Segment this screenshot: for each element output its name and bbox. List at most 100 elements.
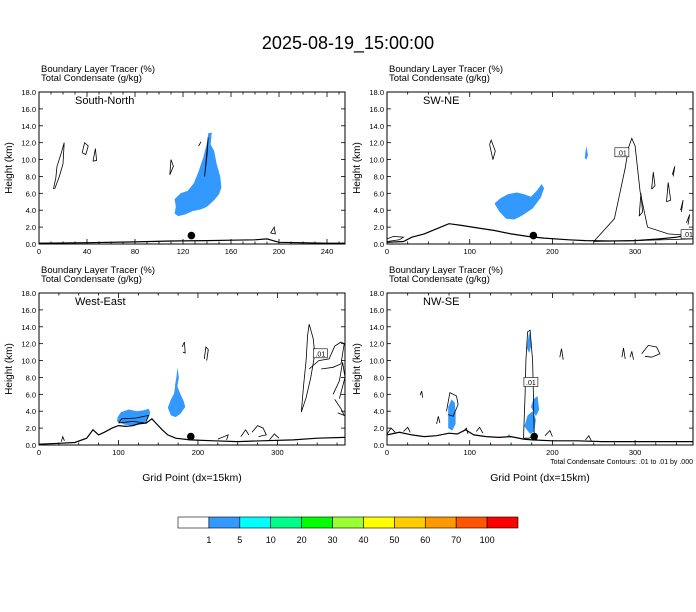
colorbar-swatch [270, 516, 302, 529]
x-tick-label: 0 [385, 247, 389, 256]
tracer-region [174, 367, 179, 387]
y-tick-label: 16.0 [369, 306, 384, 315]
condensate-contour [544, 429, 553, 437]
condensate-contour [403, 426, 411, 433]
x-tick-label: 300 [629, 247, 642, 256]
panel-nw-se: Boundary Layer Tracer (%)Total Condensat… [352, 265, 694, 484]
panel-west-east: Boundary Layer Tracer (%)Total Condensat… [4, 265, 346, 484]
location-marker [529, 231, 538, 240]
y-tick-label: 16.0 [21, 306, 36, 315]
panel-label: West-East [75, 296, 126, 308]
condensate-contour [446, 391, 459, 417]
contour-label: .01 [683, 232, 693, 239]
plot-area [39, 132, 345, 244]
tracer-region [174, 132, 222, 217]
panel-label: South-North [75, 95, 134, 107]
condensate-contour [629, 351, 634, 360]
y-tick-label: 4.0 [26, 206, 36, 215]
condensate-contour [92, 148, 98, 162]
y-tick-label: 0.0 [26, 240, 36, 249]
field-title-tracer: Boundary Layer Tracer (%) [389, 64, 503, 75]
x-tick-label: 300 [629, 448, 642, 457]
panel-south-north: Boundary Layer Tracer (%)Total Condensat… [4, 64, 346, 256]
condensate-contour [680, 200, 684, 212]
colorbar-swatch [363, 516, 395, 529]
y-tick-label: 10.0 [21, 156, 36, 165]
condensate-contour [666, 182, 672, 203]
condensate-contour [593, 137, 693, 242]
page-title: 2025-08-19_15:00:00 [262, 33, 434, 54]
y-tick-label: 10.0 [21, 357, 36, 366]
y-tick-label: 6.0 [374, 189, 384, 198]
field-title-condensate: Total Condensate (g/kg) [389, 274, 490, 285]
colorbar-swatch [208, 516, 241, 529]
colorbar-swatch [424, 516, 457, 529]
condensate-contour [204, 137, 209, 177]
colorbar-level-label: 40 [358, 535, 368, 545]
y-tick-label: 18.0 [21, 289, 36, 298]
y-tick-label: 8.0 [374, 172, 384, 181]
y-tick-label: 18.0 [21, 88, 36, 97]
condensate-contour [686, 214, 691, 225]
y-tick-label: 2.0 [374, 223, 384, 232]
condensate-contour [559, 348, 564, 360]
x-tick-label: 240 [321, 247, 334, 256]
field-title-tracer: Boundary Layer Tracer (%) [41, 265, 155, 276]
x-tick-label: 200 [273, 247, 286, 256]
plot-area: .01 [39, 324, 345, 445]
plot-frame [38, 91, 346, 245]
y-tick-label: 12.0 [21, 340, 36, 349]
colorbar-level-label: 5 [237, 535, 242, 545]
location-marker [530, 432, 539, 441]
x-axis-label: Grid Point (dx=15km) [142, 472, 242, 484]
field-title-condensate: Total Condensate (g/kg) [41, 274, 142, 285]
x-tick-label: 0 [37, 448, 41, 457]
terrain-line [39, 238, 345, 244]
colorbar-level-label: 10 [266, 535, 276, 545]
contour-label-box [313, 348, 328, 359]
y-tick-label: 2.0 [26, 424, 36, 433]
tracer-region [530, 396, 540, 417]
tracer-region [167, 382, 186, 418]
colorbar-level-label: 70 [451, 535, 461, 545]
condensate-contour [621, 347, 626, 359]
contour-label: .01 [315, 351, 325, 358]
y-tick-label: 0.0 [374, 441, 384, 450]
condensate-contour [240, 429, 250, 437]
plot-area: .01 .01 [387, 137, 693, 243]
condensate-contour [300, 324, 316, 413]
colorbar-level-label: 100 [480, 535, 495, 545]
tracer-region [526, 331, 532, 353]
x-tick-label: 40 [83, 247, 91, 256]
y-tick-label: 12.0 [369, 139, 384, 148]
contour-label-box [614, 147, 630, 158]
colorbar-swatch [332, 516, 364, 529]
condensate-contour [198, 141, 202, 147]
condensate-contour [269, 433, 280, 441]
condensate-contour [436, 416, 441, 424]
colorbar-swatch [301, 516, 333, 529]
condensate-contour [332, 362, 345, 399]
y-tick-label: 10.0 [369, 156, 384, 165]
location-marker [187, 432, 195, 441]
condensate-contour [387, 427, 396, 435]
condensate-contour [181, 341, 186, 354]
x-tick-label: 100 [463, 448, 476, 457]
y-tick-label: 6.0 [26, 390, 36, 399]
y-tick-label: 8.0 [26, 373, 36, 382]
colorbar-level-label: 20 [297, 535, 307, 545]
y-tick-label: 6.0 [26, 189, 36, 198]
y-axis-label: Height (km) [4, 343, 15, 395]
panel-label: NW-SE [423, 296, 459, 308]
condensate-contour [585, 434, 592, 441]
condensate-contour [387, 235, 405, 242]
y-tick-label: 0.0 [374, 240, 384, 249]
y-tick-label: 6.0 [374, 390, 384, 399]
condensate-contour [334, 399, 345, 417]
condensate-contour [203, 346, 209, 361]
x-tick-label: 0 [385, 448, 389, 457]
condensate-contour [419, 390, 423, 398]
colorbar-swatch [394, 516, 426, 529]
location-marker [187, 231, 196, 240]
y-tick-label: 16.0 [369, 105, 384, 114]
